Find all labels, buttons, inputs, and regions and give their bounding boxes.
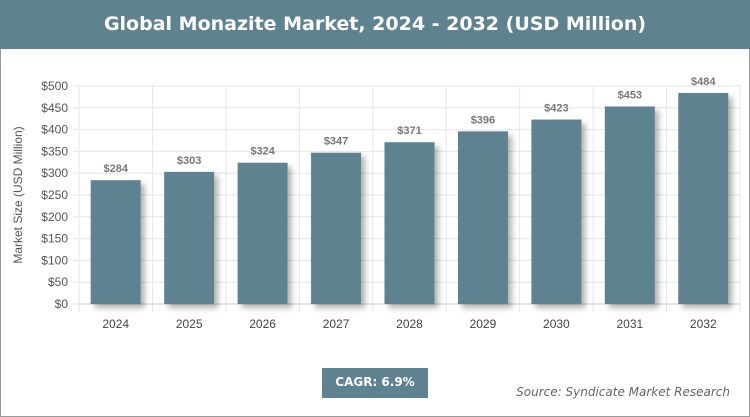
- bar-2031: [604, 106, 655, 304]
- y-tick-label: $450: [41, 101, 68, 115]
- y-tick-label: $300: [41, 166, 68, 180]
- x-tick-label: 2027: [323, 317, 350, 331]
- bar-2027: [311, 152, 362, 304]
- data-label: $284: [103, 163, 128, 175]
- x-tick-label: 2026: [249, 317, 276, 331]
- y-tick-label: $0: [55, 297, 69, 311]
- y-tick-label: $50: [48, 275, 68, 289]
- data-label: $303: [177, 155, 201, 167]
- data-label: $396: [471, 114, 495, 126]
- x-tick-label: 2025: [176, 317, 203, 331]
- bar-2032: [678, 92, 729, 304]
- data-label: $371: [397, 125, 421, 137]
- y-tick-label: $100: [41, 253, 68, 267]
- data-label: $484: [691, 76, 716, 88]
- y-tick-label: $200: [41, 210, 68, 224]
- x-tick-label: 2031: [616, 317, 643, 331]
- y-tick-label: $250: [41, 188, 68, 202]
- cagr-badge: CAGR: 6.9%: [322, 368, 428, 398]
- x-tick-label: 2032: [690, 317, 717, 331]
- bar-2025: [164, 171, 215, 304]
- data-label: $324: [250, 146, 275, 158]
- y-axis-title: Market Size (USD Million): [11, 126, 25, 263]
- bar-2029: [457, 131, 508, 304]
- bar-2030: [531, 119, 582, 305]
- data-label: $453: [618, 89, 642, 101]
- x-tick-label: 2028: [396, 317, 423, 331]
- y-tick-label: $500: [41, 79, 68, 93]
- data-label: $347: [324, 136, 348, 148]
- y-tick-label: $350: [41, 144, 68, 158]
- bar-2028: [384, 142, 435, 304]
- chart-title: Global Monazite Market, 2024 - 2032 (USD…: [0, 0, 750, 49]
- bar-2026: [237, 162, 288, 304]
- x-tick-label: 2030: [543, 317, 570, 331]
- bar-2024: [90, 180, 141, 304]
- x-tick-label: 2024: [102, 317, 129, 331]
- y-tick-label: $400: [41, 123, 68, 137]
- data-label: $423: [544, 103, 568, 115]
- source-note: Source: Syndicate Market Research: [516, 385, 730, 399]
- y-tick-label: $150: [41, 232, 68, 246]
- x-tick-label: 2029: [470, 317, 497, 331]
